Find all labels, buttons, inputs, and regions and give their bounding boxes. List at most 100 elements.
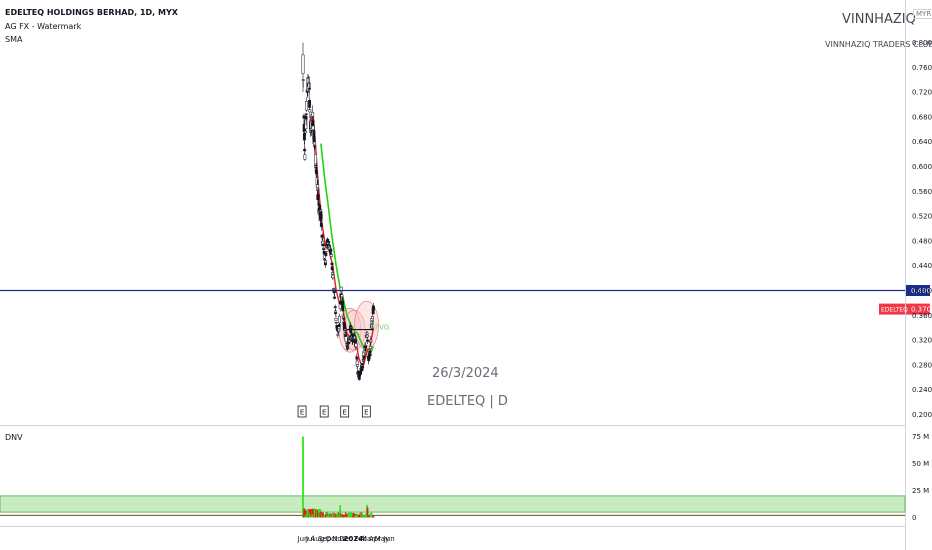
price-tick-label: 0.200 — [912, 411, 932, 419]
candle-body — [347, 339, 351, 343]
candle-body — [336, 334, 340, 336]
earnings-marker — [340, 405, 350, 418]
candle-body — [304, 130, 308, 134]
indicator-label-watermark[interactable]: AG FX - Watermark — [5, 22, 82, 31]
volume-bar — [339, 505, 342, 518]
candle-body — [333, 306, 337, 309]
pattern-circle — [354, 300, 379, 350]
volume-bars — [302, 436, 375, 518]
candle-body — [311, 112, 315, 117]
price-tick-label: 0.240 — [912, 386, 932, 394]
watermark-date: 26/3/2024 — [432, 366, 499, 381]
candle-body — [349, 327, 353, 329]
chart-grid — [0, 0, 906, 550]
candle-body — [308, 109, 312, 113]
earnings-marker — [319, 405, 329, 418]
candle-body — [365, 332, 369, 335]
candle-body — [338, 303, 342, 310]
time-tick-label: Aug — [311, 535, 325, 543]
candle-body — [364, 345, 368, 347]
volume-bar — [357, 515, 360, 518]
chart-axes: 0.800 0.760 0.720 0.680 0.640 0.600 0.560 0.520… — [297, 39, 932, 543]
price-tick-label: 0.480 — [912, 237, 932, 245]
candle-body — [346, 346, 350, 349]
price-tick-label: 0.720 — [912, 89, 932, 97]
candle-body — [319, 214, 323, 219]
volume-bar — [355, 514, 357, 518]
earnings-marker-label: E — [364, 409, 368, 417]
time-tick-label: Sep — [318, 535, 332, 543]
price-tick-label: 0.360 — [912, 312, 932, 320]
time-tick-label: Jun — [297, 535, 309, 543]
candle-body — [303, 154, 307, 160]
candle-body — [323, 259, 327, 261]
candle-body — [327, 241, 331, 244]
candle-body — [330, 266, 334, 271]
candle-body — [371, 316, 374, 319]
candle-body — [334, 318, 338, 321]
time-tick-label: Nov — [332, 535, 346, 543]
price-tick-label: 0.640 — [912, 138, 932, 146]
candle-body — [357, 376, 361, 380]
candle-body — [329, 249, 333, 252]
candle-body — [368, 345, 372, 349]
price-tick-label: 0.760 — [912, 64, 932, 72]
candle-body — [338, 315, 341, 324]
volume-bar — [361, 513, 364, 518]
candle-body — [314, 171, 318, 174]
candle-body — [334, 321, 338, 324]
candles — [301, 42, 375, 381]
symbol-title[interactable]: EDELTEQ HOLDINGS BERHAD, 1D, MYX — [5, 8, 178, 17]
candle-body — [314, 153, 317, 166]
watermark-ticker: EDELTEQ | D — [427, 394, 508, 409]
candle-body — [355, 356, 359, 358]
volume-bar — [303, 509, 306, 518]
candle-body — [324, 260, 328, 263]
candle-body — [371, 305, 375, 311]
volume-tick-label: 25 M — [912, 487, 929, 495]
candle-body — [324, 253, 328, 256]
candle-body — [320, 236, 324, 239]
candle-body — [322, 248, 326, 250]
candle-body — [324, 251, 328, 253]
candle-body — [311, 125, 315, 131]
time-tick-label: Feb — [354, 535, 367, 543]
level-price-badge — [906, 285, 930, 296]
volume-bar — [320, 511, 323, 518]
candle-body — [341, 300, 345, 306]
candle-body — [301, 54, 305, 74]
ticker-badge — [879, 303, 905, 315]
volume-label[interactable]: DNV — [5, 433, 23, 442]
level-price-label: 0.400 — [911, 287, 931, 295]
candle-body — [334, 312, 338, 314]
volume-bar — [311, 508, 314, 518]
price-tick-label: 0.400 — [912, 287, 932, 295]
candle-body — [331, 274, 335, 279]
price-tick-label: 0.800 — [912, 39, 932, 47]
candle-body — [347, 336, 351, 339]
candle-body — [366, 339, 369, 342]
candle-body — [343, 328, 347, 331]
time-tick-label: 2024 — [344, 535, 364, 543]
candle-body — [354, 343, 358, 348]
candle-body — [339, 286, 343, 293]
volume-bar — [327, 514, 329, 518]
volume-bar — [350, 513, 352, 518]
price-tick-label: 0.560 — [912, 188, 932, 196]
time-tick-label: Jun — [383, 535, 395, 543]
volume-bar — [309, 509, 312, 518]
candle-body — [321, 243, 325, 247]
candle-body — [368, 353, 372, 357]
candle-body — [368, 350, 372, 353]
candle-body — [304, 113, 308, 115]
indicator-label-sma[interactable]: SMA — [5, 35, 23, 44]
price-tick-label: 0.440 — [912, 262, 932, 270]
candle-body — [341, 305, 345, 311]
volume-bar — [323, 514, 326, 518]
currency-label[interactable]: MYR — [913, 9, 932, 19]
candle-body — [361, 366, 365, 369]
time-tick-label: Mar — [361, 535, 374, 543]
earnings-marker-label: E — [300, 409, 304, 417]
